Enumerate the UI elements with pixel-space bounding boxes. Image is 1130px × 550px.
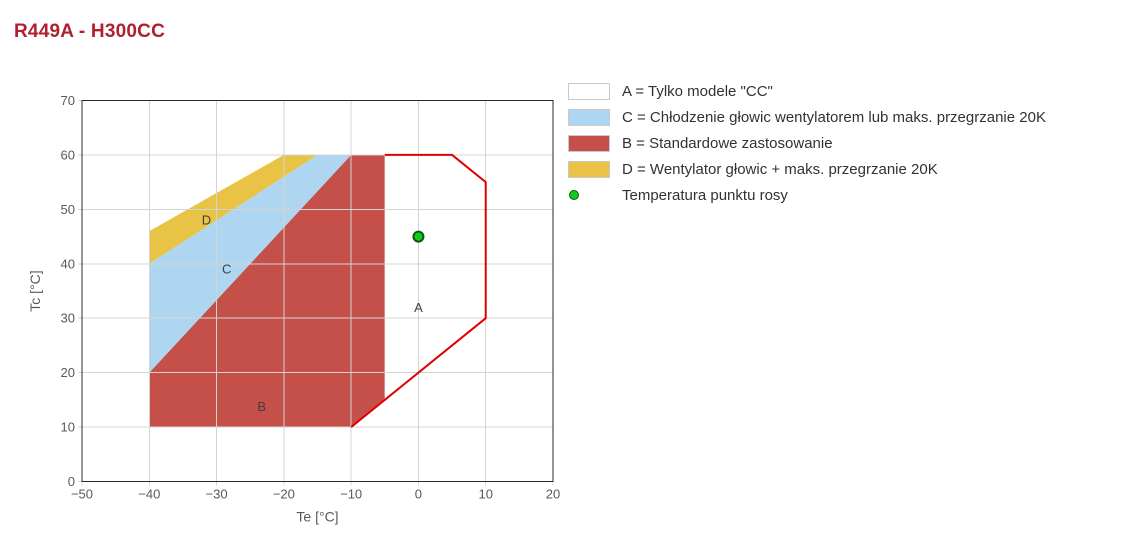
dewpoint-marker bbox=[412, 230, 425, 243]
x-tick-label: 10 bbox=[478, 487, 492, 502]
y-tick-label: 20 bbox=[61, 365, 75, 380]
legend-swatch-c bbox=[568, 108, 610, 126]
region-B-label: B bbox=[257, 399, 266, 414]
legend-item-c[interactable]: C = Chłodzenie głowic wentylatorem lub m… bbox=[568, 104, 1046, 130]
plot-border bbox=[81, 100, 554, 482]
y-tick-label: 50 bbox=[61, 202, 75, 217]
x-tick-label: −30 bbox=[206, 487, 228, 502]
page-title: R449A - H300CC bbox=[14, 21, 165, 42]
legend-item-a[interactable]: A = Tylko modele "CC" bbox=[568, 78, 1046, 104]
region-A-label: A bbox=[414, 300, 423, 315]
y-tick-label: 60 bbox=[61, 147, 75, 162]
y-tick-label: 10 bbox=[61, 420, 75, 435]
region-B-fill bbox=[149, 154, 385, 428]
x-tick-label: 0 bbox=[415, 487, 422, 502]
y-tick-label: 0 bbox=[68, 474, 75, 489]
region-D-label: D bbox=[202, 213, 211, 228]
legend-label-c: C = Chłodzenie głowic wentylatorem lub m… bbox=[622, 108, 1046, 126]
x-tick-label: −50 bbox=[71, 487, 93, 502]
region-C-label: C bbox=[222, 262, 231, 277]
region-A-fill bbox=[384, 154, 486, 400]
legend-swatch-d bbox=[568, 160, 610, 178]
x-tick-label: −40 bbox=[138, 487, 160, 502]
legend-item-b[interactable]: B = Standardowe zastosowanie bbox=[568, 130, 1046, 156]
y-tick-label: 40 bbox=[61, 256, 75, 271]
legend-item-d[interactable]: D = Wentylator głowic + maks. przegrzani… bbox=[568, 156, 1046, 182]
legend-swatch-b bbox=[568, 134, 610, 152]
legend-label-dewpoint: Temperatura punktu rosy bbox=[622, 186, 788, 204]
legend-label-d: D = Wentylator głowic + maks. przegrzani… bbox=[622, 160, 938, 178]
x-tick-label: −10 bbox=[340, 487, 362, 502]
y-axis-title: Tc [°C] bbox=[27, 270, 43, 311]
x-tick-label: −20 bbox=[273, 487, 295, 502]
legend: A = Tylko modele "CC" C = Chłodzenie gło… bbox=[568, 78, 1046, 208]
envelope-outline bbox=[350, 153, 487, 428]
legend-swatch-a bbox=[568, 82, 610, 100]
envelope-chart: B C D A −50 −40 −30 −20 −10 0 10 20 0 10 20 30 40 50 60 70 T… bbox=[27, 93, 560, 525]
dewpoint-dot-icon bbox=[569, 190, 579, 200]
y-tick-label: 30 bbox=[61, 311, 75, 326]
legend-item-dewpoint[interactable]: Temperatura punktu rosy bbox=[568, 182, 1046, 208]
legend-label-b: B = Standardowe zastosowanie bbox=[622, 134, 833, 152]
y-tick-label: 70 bbox=[61, 93, 75, 108]
x-axis-title: Te [°C] bbox=[296, 509, 338, 525]
legend-label-a: A = Tylko modele "CC" bbox=[622, 82, 773, 100]
x-tick-label: 20 bbox=[546, 487, 560, 502]
